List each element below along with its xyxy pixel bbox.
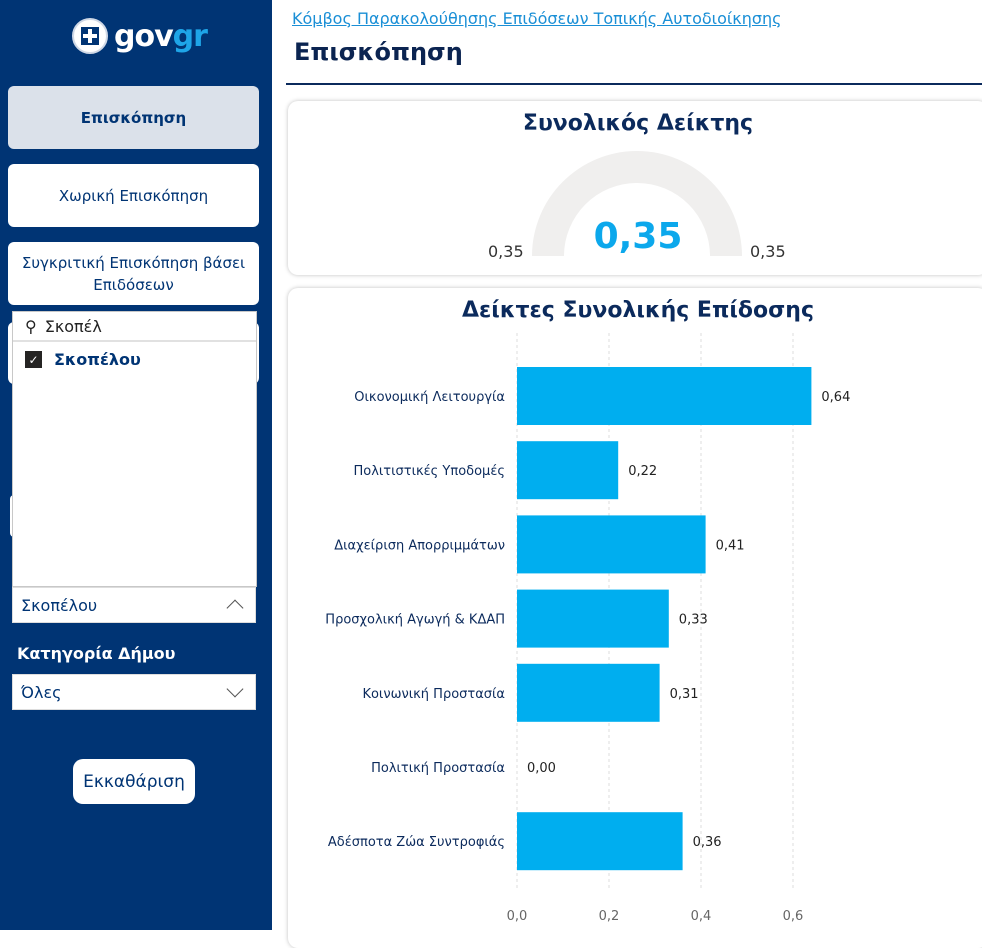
chart-card: Δείκτες Συνολικής Επίδοσης 0,0 0,2 0,4 0,6 Ο… (288, 288, 982, 948)
bar (517, 367, 812, 425)
selected-value: Όλες (21, 682, 62, 702)
sidebar: govgr Επισκόπηση Χωρική Επισκόπηση Συγκρ… (0, 0, 272, 930)
divider (286, 83, 982, 85)
logo-text-accent: gr (172, 18, 208, 54)
data-label: 0,41 (716, 538, 745, 553)
bar (517, 441, 619, 500)
greek-seal-icon (72, 18, 108, 54)
x-tick-label: 0,2 (599, 909, 620, 924)
category-label: Προσχολική Αγωγή & ΚΔΑΠ (325, 613, 505, 628)
gauge-card: Συνολικός Δείκτης 0,35 0,35 0,35 (288, 101, 982, 275)
municipality-dropdown-list[interactable]: ⚲ Σκοπέλ ✓ Σκοπέλου (12, 311, 257, 587)
data-label: 0,64 (821, 390, 850, 405)
chevron-up-icon (226, 599, 244, 617)
bar (517, 589, 669, 648)
category-label: Πολιτική Προστασία (371, 761, 505, 776)
nav-spatial-overview-button[interactable]: Χωρική Επισκόπηση (8, 164, 259, 227)
category-filter-label: Κατηγορία Δήμου (17, 644, 176, 663)
x-tick-label: 0,6 (783, 909, 804, 924)
gauge-value: 0,35 (593, 216, 683, 257)
category-select[interactable]: Όλες (12, 674, 256, 710)
bar (517, 812, 683, 871)
x-tick-label: 0,0 (507, 909, 528, 924)
bar (517, 663, 660, 722)
category-label: Οικονομική Λειτουργία (354, 390, 505, 405)
search-value: Σκοπέλ (44, 316, 102, 336)
govgr-logo: govgr (72, 18, 208, 54)
data-label: 0,31 (670, 687, 699, 702)
x-tick-label: 0,4 (691, 909, 712, 924)
page-title: Επισκόπηση (294, 38, 463, 66)
municipality-option[interactable]: ✓ Σκοπέλου (13, 342, 256, 377)
gauge-min: 0,35 (488, 242, 524, 261)
clear-button[interactable]: Εκκαθάριση (73, 759, 195, 804)
data-label: 0,22 (628, 464, 657, 479)
chart-title: Δείκτες Συνολικής Επίδοσης (462, 298, 814, 323)
data-label: 0,00 (527, 761, 556, 776)
bar (517, 515, 706, 574)
data-label: 0,33 (679, 613, 708, 628)
category-label: Διαχείριση Απορριμμάτων (334, 538, 505, 553)
logo-text: gov (114, 18, 174, 54)
selected-value: Σκοπέλου (21, 595, 98, 615)
nav-overview-button[interactable]: Επισκόπηση (8, 86, 259, 149)
gauge-max: 0,35 (750, 242, 786, 261)
category-label: Πολιτιστικές Υποδομές (353, 464, 505, 479)
search-icon: ⚲ (25, 316, 37, 336)
nav-comparative-overview-button[interactable]: Συγκριτική Επισκόπηση βάσει Επιδόσεων (8, 242, 259, 305)
checkbox-checked-icon[interactable]: ✓ (25, 351, 42, 368)
municipality-select[interactable]: Σκοπέλου (12, 587, 256, 623)
header-link[interactable]: Κόμβος Παρακολούθησης Επιδόσεων Τοπικής … (292, 9, 782, 28)
data-label: 0,36 (693, 835, 722, 850)
category-label: Αδέσποτα Ζώα Συντροφιάς (328, 835, 505, 850)
option-label: Σκοπέλου (54, 350, 141, 369)
gauge-title: Συνολικός Δείκτης (522, 111, 754, 136)
category-label: Κοινωνική Προστασία (362, 687, 505, 702)
bar-chart: 0,0 0,2 0,4 0,6 Οικονομική Λειτουργία 0,64 Πολ… (325, 333, 850, 924)
municipality-search-input[interactable]: ⚲ Σκοπέλ (13, 312, 256, 342)
chevron-down-icon (226, 680, 244, 698)
